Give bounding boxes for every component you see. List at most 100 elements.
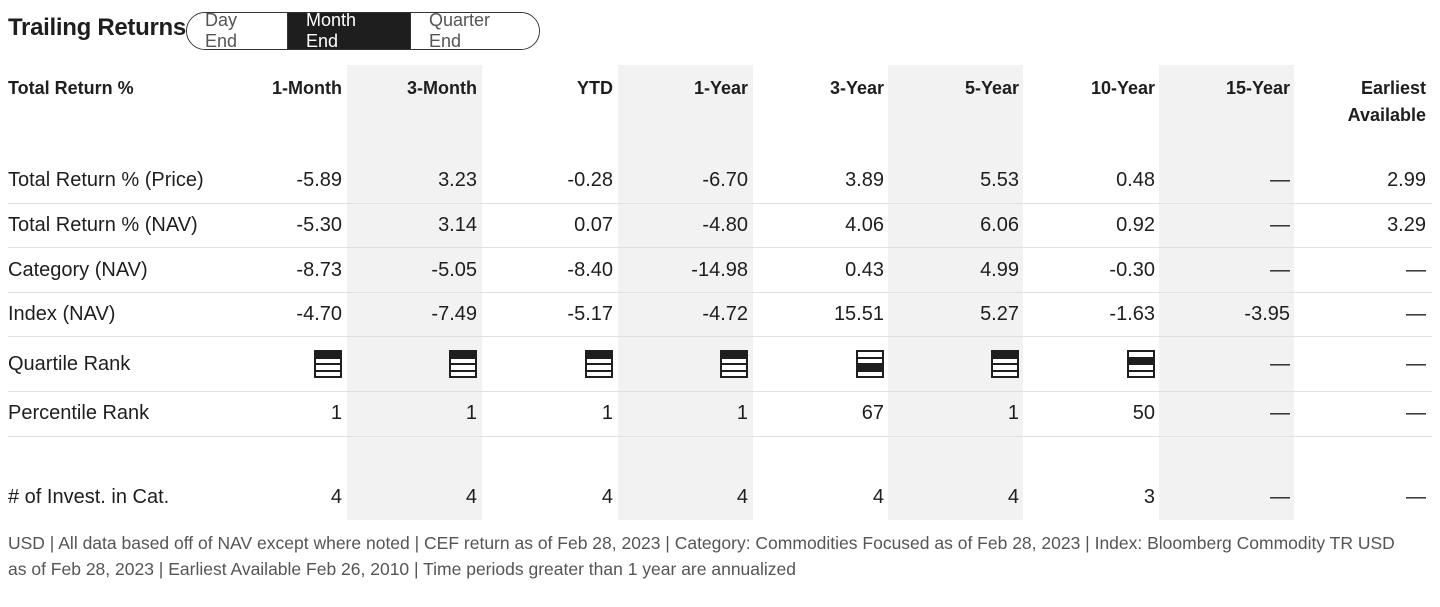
cell-3-year: 3.89	[845, 169, 884, 191]
cell-3-year: 0.43	[845, 259, 884, 281]
quartile-rank-icon	[991, 350, 1019, 378]
cell-5-year: 4.99	[980, 259, 1019, 281]
cell-3-month: 3.14	[438, 214, 477, 236]
cell-1-year: 1	[736, 402, 748, 424]
cell-10-year: 0.48	[1116, 169, 1155, 191]
quartile-cell-3-month	[449, 337, 477, 391]
row-divider	[8, 336, 1432, 337]
row-divider	[8, 436, 1432, 437]
quartile-rank-icon	[585, 350, 613, 378]
cell-ytd: 4	[601, 486, 613, 508]
header-ytd: YTD	[577, 78, 613, 98]
cell-5-year: 1	[1007, 402, 1019, 424]
cell-3-year: 4	[872, 486, 884, 508]
cell-ytd: -8.40	[567, 259, 613, 281]
row-label: Total Return % (Price)	[8, 169, 204, 191]
quarter-end-button[interactable]: Quarter End	[410, 13, 539, 49]
header-earliest-line2: Available	[1347, 105, 1426, 125]
row-label: Category (NAV)	[8, 259, 148, 281]
cell-1-month: -8.73	[296, 259, 342, 281]
header-total-return: Total Return %	[8, 78, 134, 98]
cell-earliest: —	[1406, 259, 1426, 281]
cell-10-year: 0.92	[1116, 214, 1155, 236]
cell-1-year: -4.72	[702, 303, 748, 325]
cell-earliest: —	[1406, 486, 1426, 508]
cell-3-month: -5.05	[431, 259, 477, 281]
cell-10-year: -0.30	[1109, 259, 1155, 281]
cell-earliest: 2.99	[1387, 169, 1426, 191]
quartile-rank-icon	[856, 350, 884, 378]
quartile-cell-3-year	[856, 337, 884, 391]
header-earliest-line1: Earliest	[1360, 78, 1426, 98]
header-1-year: 1-Year	[693, 78, 748, 98]
cell-1-month: -4.70	[296, 303, 342, 325]
row-label: Total Return % (NAV)	[8, 214, 198, 236]
section-title: Trailing Returns	[8, 14, 186, 41]
table-row-price: Total Return % (Price) -5.89 3.23 -0.28 …	[0, 158, 1440, 203]
cell-10-year: 50	[1132, 402, 1155, 424]
header-3-year: 3-Year	[829, 78, 884, 98]
quartile-cell-ytd	[585, 337, 613, 391]
cell-ytd: -0.28	[567, 169, 613, 191]
cell-15-year: —	[1270, 402, 1290, 424]
cell-15-year: —	[1270, 486, 1290, 508]
cell-3-month: 1	[465, 402, 477, 424]
cell-3-month: 3.23	[438, 169, 477, 191]
cell-earliest: —	[1406, 402, 1426, 424]
cell-10-year: -1.63	[1109, 303, 1155, 325]
row-label: Percentile Rank	[8, 402, 150, 424]
table-row-count: # of Invest. in Cat. 4 4 4 4 4 4 3 — —	[0, 475, 1440, 520]
cell-1-year: -14.98	[691, 259, 748, 281]
cell-3-month: 4	[465, 486, 477, 508]
quartile-cell-5-year	[991, 337, 1019, 391]
cell-1-month: -5.30	[296, 214, 342, 236]
cell-3-month: -7.49	[431, 303, 477, 325]
cell-5-year: 4	[1007, 486, 1019, 508]
table-row-quartile: Quartile Rank — —	[0, 337, 1440, 391]
header-15-year: 15-Year	[1225, 78, 1290, 98]
cell-3-year: 15.51	[833, 303, 884, 325]
table-row-percentile: Percentile Rank 1 1 1 1 67 1 50 — —	[0, 391, 1440, 436]
header-earliest-available: Earliest Available	[1348, 65, 1426, 129]
cell-15-year: —	[1270, 214, 1290, 236]
row-label: Quartile Rank	[8, 352, 131, 375]
cell-ytd: 0.07	[574, 214, 613, 236]
cell-ytd: -5.17	[567, 303, 613, 325]
cell-earliest: 3.29	[1387, 214, 1426, 236]
period-toggle: Day End Month End Quarter End	[186, 12, 540, 50]
cell-15-year: -3.95	[1244, 303, 1290, 325]
quartile-cell-1-year	[720, 337, 748, 391]
cell-3-year: 67	[861, 402, 884, 424]
cell-ytd: 1	[601, 402, 613, 424]
cell-3-year: 4.06	[845, 214, 884, 236]
cell-1-year: -4.80	[702, 214, 748, 236]
cell-5-year: 5.53	[980, 169, 1019, 191]
table-row-category: Category (NAV) -8.73 -5.05 -8.40 -14.98 …	[0, 248, 1440, 293]
cell-5-year: 6.06	[980, 214, 1019, 236]
header-1-month: 1-Month	[272, 78, 342, 98]
table-row-index: Index (NAV) -4.70 -7.49 -5.17 -4.72 15.5…	[0, 292, 1440, 337]
row-divider	[8, 247, 1432, 248]
cell-10-year: 3	[1143, 486, 1155, 508]
quartile-rank-icon	[449, 350, 477, 378]
header-10-year: 10-Year	[1090, 78, 1155, 98]
cell-15-year: —	[1270, 352, 1290, 375]
quartile-rank-icon	[720, 350, 748, 378]
cell-earliest: —	[1406, 303, 1426, 325]
cell-earliest: —	[1406, 352, 1426, 375]
quartile-cell-1-month	[314, 337, 342, 391]
row-divider	[8, 391, 1432, 392]
cell-1-month: -5.89	[296, 169, 342, 191]
row-divider	[8, 203, 1432, 204]
row-divider	[8, 292, 1432, 293]
cell-15-year: —	[1270, 259, 1290, 281]
day-end-button[interactable]: Day End	[187, 13, 287, 49]
row-label: Index (NAV)	[8, 303, 116, 325]
quartile-cell-10-year	[1127, 337, 1155, 391]
cell-1-month: 4	[330, 486, 342, 508]
month-end-button[interactable]: Month End	[287, 13, 410, 49]
table-row-nav: Total Return % (NAV) -5.30 3.14 0.07 -4.…	[0, 203, 1440, 248]
header-5-year: 5-Year	[964, 78, 1019, 98]
row-label: # of Invest. in Cat.	[8, 486, 170, 508]
header-3-month: 3-Month	[407, 78, 477, 98]
